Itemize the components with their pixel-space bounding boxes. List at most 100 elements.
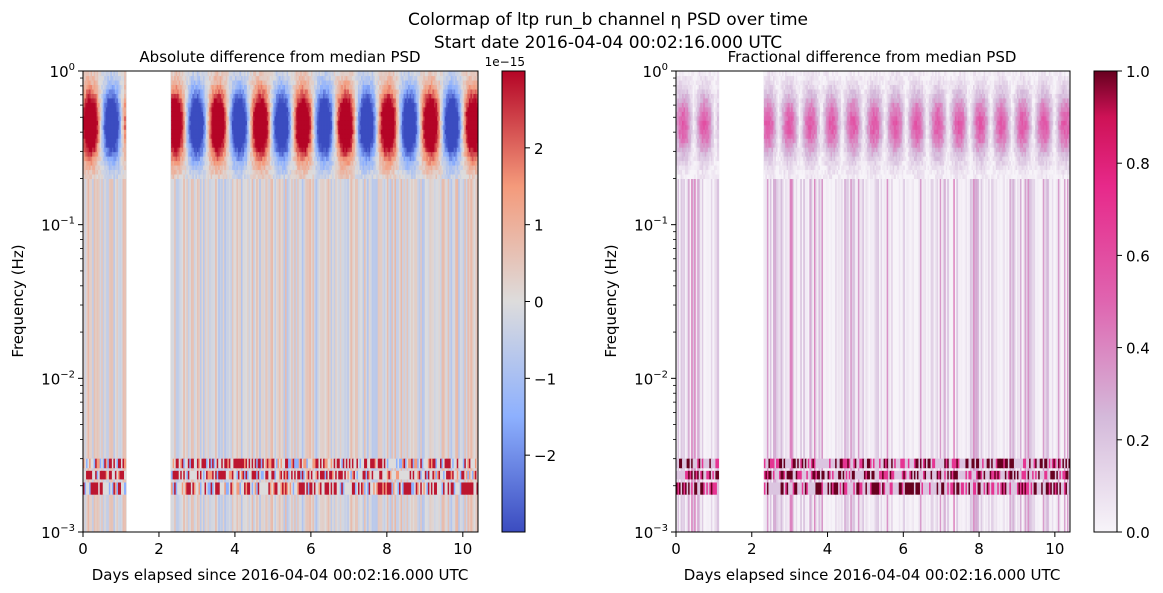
heatmap-cell xyxy=(361,164,364,171)
heatmap-cell xyxy=(224,84,227,90)
heatmap-cell xyxy=(189,93,192,99)
heatmap-cell xyxy=(248,120,251,126)
heatmap-cell xyxy=(357,156,361,162)
heatmap-cell xyxy=(383,169,386,175)
heatmap-cell xyxy=(99,84,102,90)
heatmap-cell xyxy=(348,71,351,77)
heatmap-cell xyxy=(263,156,266,162)
heatmap-cell xyxy=(285,120,288,126)
heatmap-cell xyxy=(289,120,292,126)
heatmap-cell xyxy=(114,129,118,135)
heatmap-cell xyxy=(332,151,335,157)
heatmap-cell xyxy=(321,102,324,108)
heatmap-cell xyxy=(244,120,247,126)
heatmap-cell xyxy=(260,71,263,77)
heatmap-cell xyxy=(417,115,420,121)
heatmap-cell xyxy=(288,111,291,117)
heatmap-cell xyxy=(423,151,426,157)
heatmap-column xyxy=(114,178,118,532)
heatmap-cell xyxy=(254,129,257,135)
heatmap-cell xyxy=(92,84,95,90)
heatmap-cell xyxy=(195,79,198,86)
heatmap-cell xyxy=(424,156,427,162)
heatmap-cell xyxy=(354,169,358,175)
heatmap-cell xyxy=(397,142,400,148)
heatmap-cell xyxy=(181,115,184,121)
heatmap-cell xyxy=(124,147,127,153)
heatmap-cell xyxy=(180,133,183,139)
heatmap-cell xyxy=(196,88,200,94)
heatmap-cell xyxy=(389,160,393,166)
heatmap-cell xyxy=(385,173,388,180)
heatmap-cell xyxy=(187,75,190,81)
heatmap-cell xyxy=(405,71,408,77)
heatmap-cell xyxy=(367,124,370,130)
heatmap-cell xyxy=(389,124,393,130)
heatmap-cell xyxy=(266,133,269,139)
heatmap-cell xyxy=(187,156,190,162)
heatmap-cell xyxy=(95,142,98,148)
heatmap-cell xyxy=(212,129,215,135)
heatmap-cell xyxy=(92,111,95,117)
heatmap-cell xyxy=(323,142,326,148)
heatmap-cell xyxy=(280,124,283,130)
heatmap-cell xyxy=(415,120,418,126)
heatmap-cell xyxy=(251,133,254,139)
heatmap-cell xyxy=(224,88,227,94)
heatmap-cell xyxy=(420,138,423,144)
heatmap-cell xyxy=(383,84,386,90)
heatmap-cell xyxy=(408,151,411,157)
heatmap-cell xyxy=(192,147,195,153)
heatmap-cell xyxy=(253,84,256,90)
heatmap-cell xyxy=(222,71,225,77)
heatmap-cell xyxy=(247,160,250,166)
heatmap-cell xyxy=(230,129,233,135)
heatmap-cell xyxy=(222,160,225,166)
heatmap-cell xyxy=(420,79,423,86)
heatmap-cell xyxy=(326,151,329,157)
heatmap-cell xyxy=(199,138,203,144)
heatmap-cell xyxy=(234,106,238,112)
heatmap-cell xyxy=(83,151,86,157)
heatmap-cell xyxy=(350,173,353,180)
heatmap-cell xyxy=(282,84,285,90)
heatmap-cell xyxy=(392,111,396,117)
heatmap-column xyxy=(449,178,452,532)
heatmap-cell xyxy=(370,88,373,94)
heatmap-cell xyxy=(216,147,219,153)
heatmap-cell xyxy=(348,115,351,121)
heatmap-cell xyxy=(177,88,180,94)
heatmap-cell xyxy=(119,151,122,157)
heatmap-cell xyxy=(96,102,99,108)
heatmap-cell xyxy=(250,71,253,77)
heatmap-cell xyxy=(283,102,286,108)
heatmap-cell xyxy=(93,138,96,144)
heatmap-cell xyxy=(389,156,393,162)
heatmap-cell xyxy=(114,173,118,180)
heatmap-cell xyxy=(196,124,200,130)
heatmap-cell xyxy=(313,71,317,77)
heatmap-cell xyxy=(427,88,430,94)
heatmap-cell xyxy=(272,164,276,171)
heatmap-cell xyxy=(321,111,324,117)
heatmap-cell xyxy=(83,164,86,171)
heatmap-cell xyxy=(359,75,362,81)
heatmap-cell xyxy=(348,97,351,103)
heatmap-cell xyxy=(294,151,297,157)
heatmap-cell xyxy=(402,160,405,166)
heatmap-cell xyxy=(122,102,125,108)
heatmap-cell xyxy=(414,147,417,153)
heatmap-cell xyxy=(364,75,367,81)
heatmap-cell xyxy=(374,102,377,108)
heatmap-cell xyxy=(300,75,303,81)
heatmap-cell xyxy=(345,160,348,166)
heatmap-cell xyxy=(327,97,330,103)
heatmap-cell xyxy=(385,93,388,99)
heatmap-cell xyxy=(274,120,277,126)
heatmap-cell xyxy=(268,106,271,112)
heatmap-cell xyxy=(119,84,122,90)
heatmap-cell xyxy=(336,173,339,180)
heatmap-cell xyxy=(303,164,306,171)
heatmap-cell xyxy=(262,84,265,90)
heatmap-cell xyxy=(417,102,420,108)
